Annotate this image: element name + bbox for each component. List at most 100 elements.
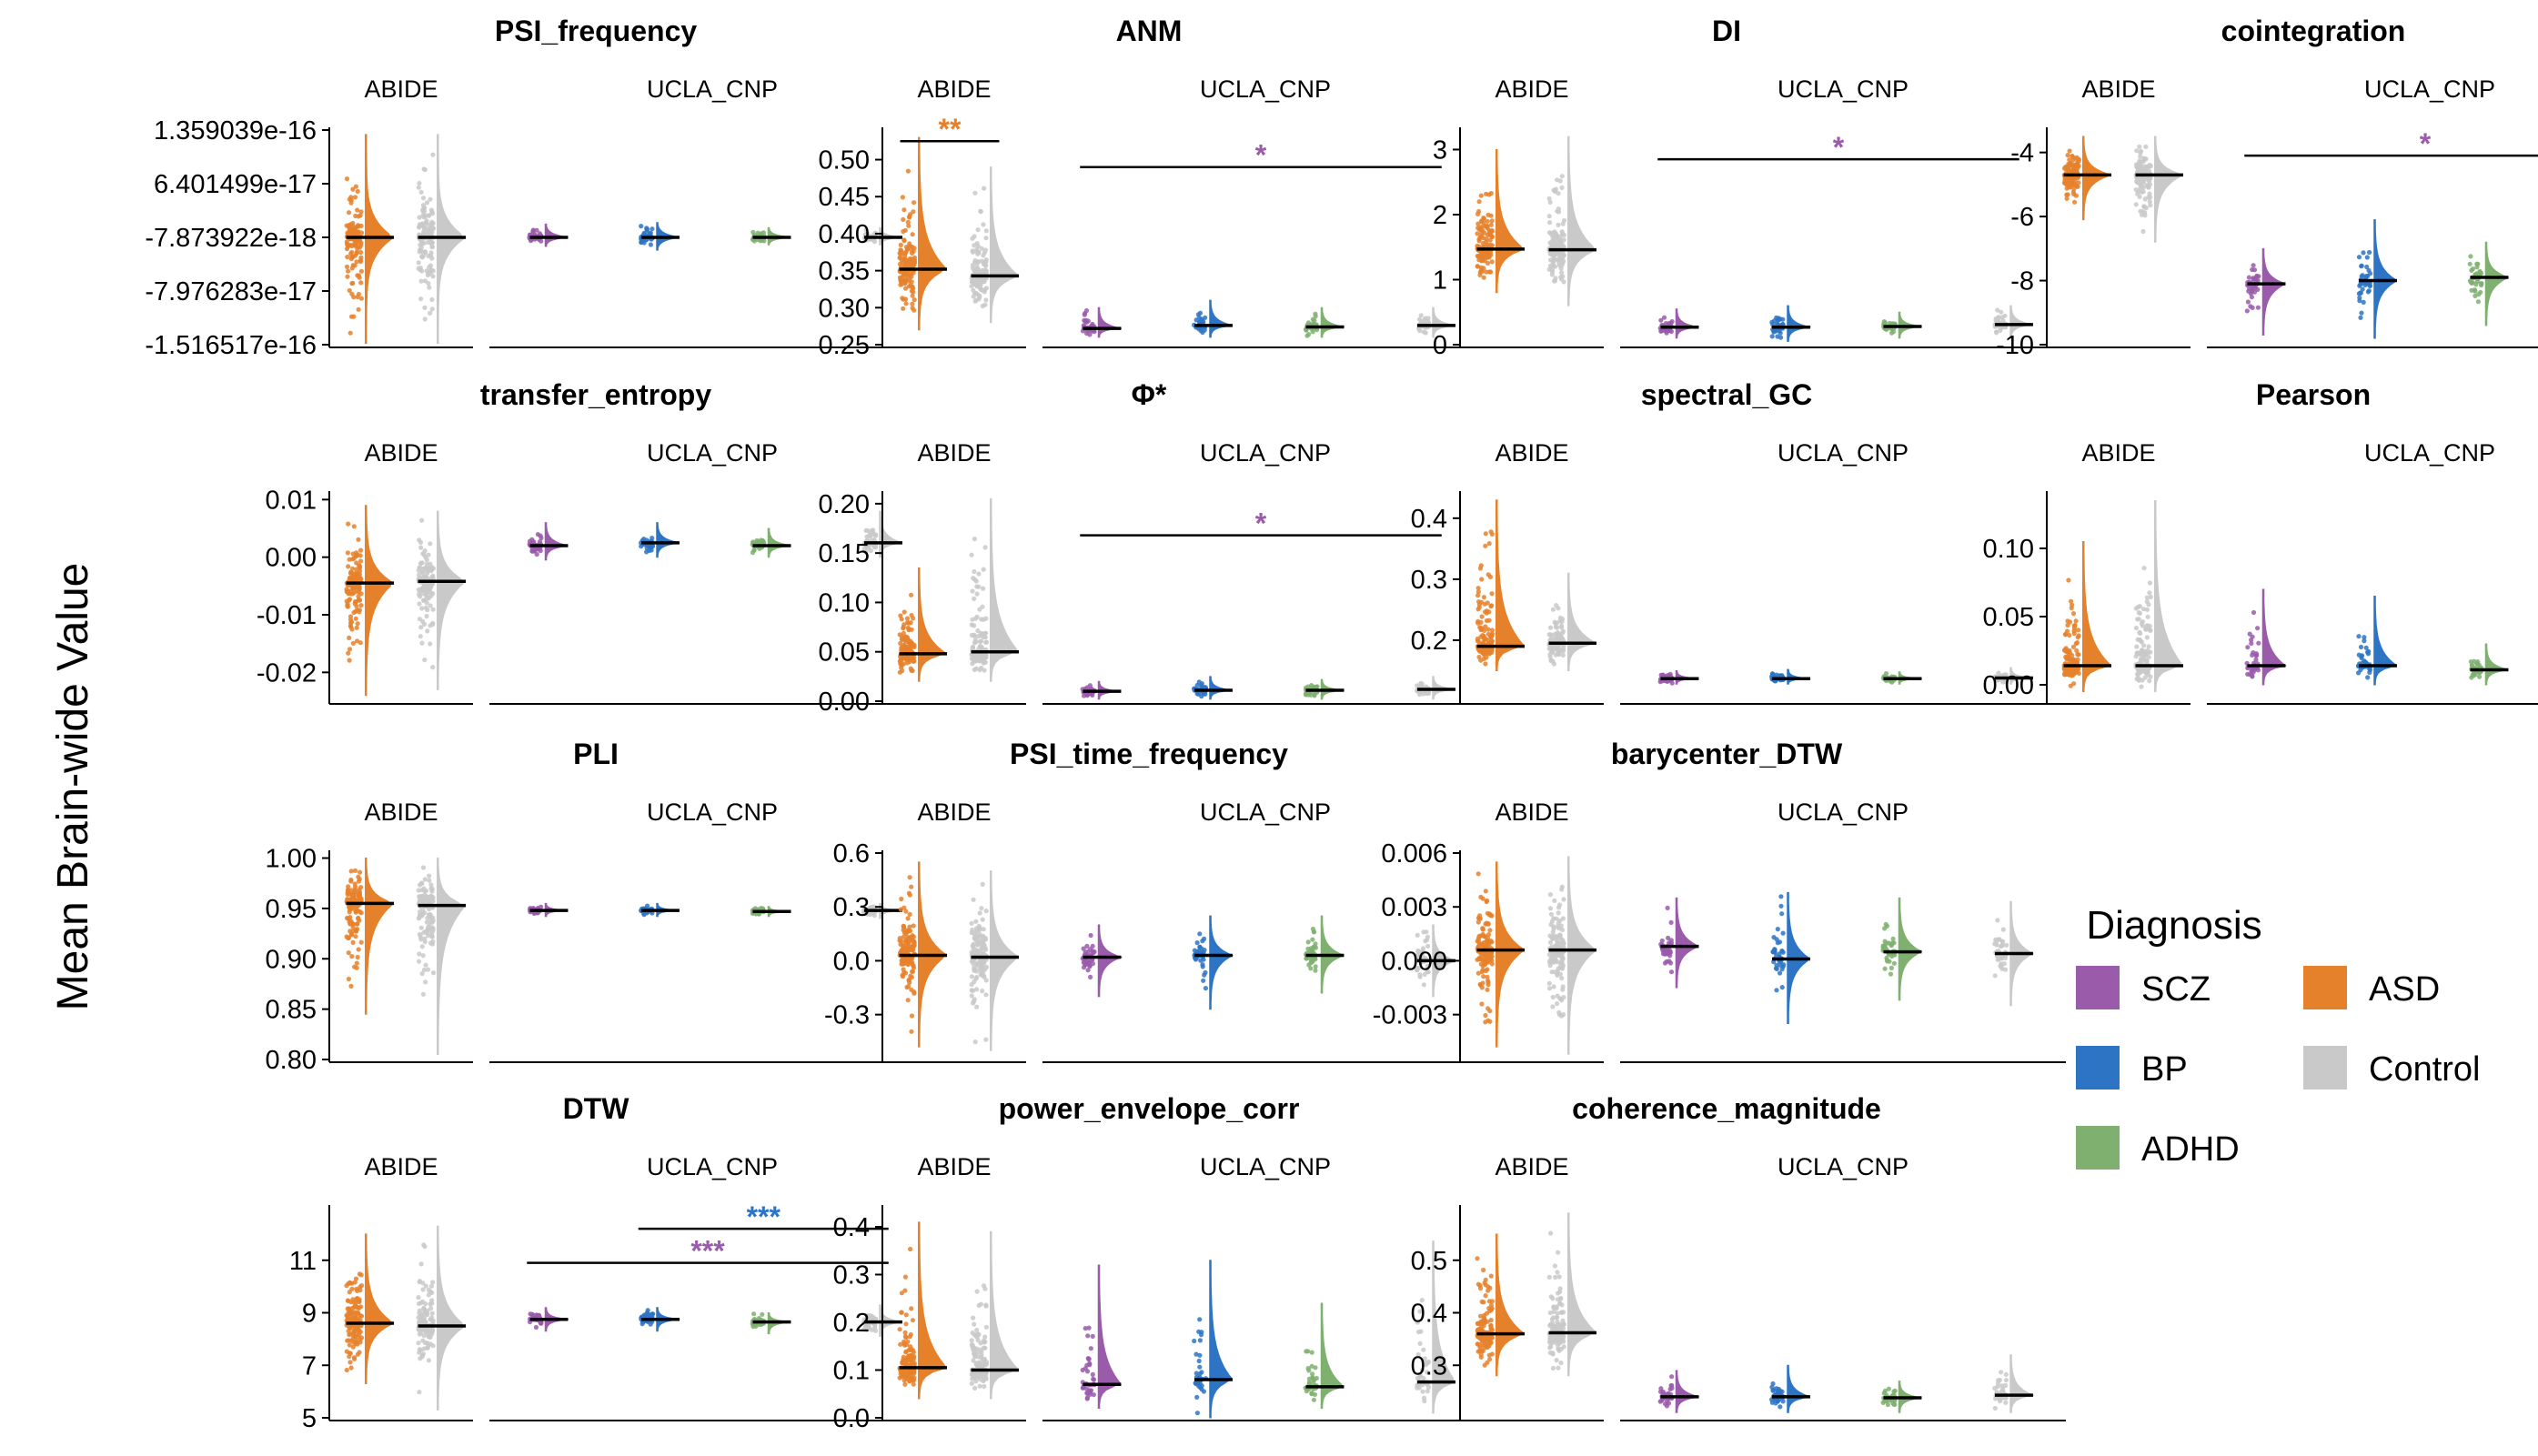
data-point — [1555, 177, 1559, 182]
data-point — [901, 967, 906, 971]
data-point — [2147, 590, 2151, 595]
y-tick-label: 1.00 — [266, 845, 317, 874]
data-point — [906, 220, 911, 225]
data-point — [975, 943, 980, 948]
data-point — [900, 276, 904, 280]
data-point — [982, 269, 986, 274]
data-point — [346, 522, 350, 527]
data-point — [975, 241, 980, 246]
data-point — [346, 884, 350, 889]
data-point — [973, 1039, 978, 1044]
data-point — [1481, 974, 1486, 979]
data-point — [906, 984, 911, 989]
data-point — [347, 921, 352, 926]
data-point — [1488, 956, 1493, 960]
data-point — [348, 201, 353, 206]
data-point — [347, 977, 351, 981]
data-point — [430, 245, 435, 249]
data-point — [901, 217, 905, 222]
data-point — [418, 540, 423, 545]
data-point — [2148, 580, 2152, 585]
data-point — [349, 869, 354, 873]
data-point — [1561, 995, 1566, 999]
data-point — [2473, 672, 2478, 677]
panel-title: transfer_entropy — [480, 378, 712, 411]
data-point — [429, 207, 434, 212]
data-point — [1424, 330, 1428, 335]
data-point — [1476, 937, 1481, 941]
data-point — [1547, 632, 1552, 637]
data-point — [431, 970, 436, 975]
data-point — [349, 255, 354, 259]
data-point — [355, 908, 359, 912]
y-tick-label: 0.95 — [266, 895, 317, 924]
data-point — [900, 973, 904, 978]
data-point — [1558, 234, 1563, 238]
data-point — [974, 615, 979, 619]
data-point — [349, 244, 354, 248]
data-point — [419, 926, 424, 930]
data-point — [1424, 929, 1428, 934]
data-point — [1771, 329, 1776, 334]
y-tick-label: -8 — [2010, 267, 2034, 296]
data-point — [2064, 165, 2069, 169]
data-point — [983, 617, 988, 621]
data-point — [428, 641, 432, 646]
data-point — [1313, 312, 1317, 316]
data-point — [1476, 599, 1481, 604]
data-point — [1417, 317, 1422, 322]
data-point — [1555, 209, 1559, 214]
data-point — [2068, 148, 2072, 153]
data-point — [1560, 174, 1565, 178]
y-tick-label: 0.05 — [819, 638, 870, 668]
violin-abide-asd — [2083, 542, 2111, 692]
data-point — [972, 937, 977, 941]
data-point — [419, 641, 424, 646]
data-point — [1490, 259, 1495, 264]
data-point — [2478, 270, 2483, 275]
data-point — [1555, 1001, 1559, 1006]
data-point — [427, 286, 431, 290]
data-point — [1490, 218, 1495, 223]
data-point — [903, 250, 908, 255]
data-point — [421, 254, 426, 258]
violin-abide-asd — [2083, 136, 2109, 220]
data-point — [2140, 624, 2145, 628]
data-point — [1488, 233, 1493, 237]
data-point — [1313, 941, 1317, 946]
data-point — [347, 936, 351, 940]
data-point — [345, 176, 349, 181]
violin-abide-asd — [1496, 149, 1523, 292]
data-point — [974, 578, 979, 583]
data-point — [911, 262, 916, 266]
data-point — [2252, 668, 2257, 672]
data-point — [1310, 938, 1314, 942]
y-tick-label: 0.35 — [819, 257, 870, 286]
data-point — [1548, 655, 1553, 659]
data-point — [2072, 200, 2077, 205]
data-point — [1548, 906, 1553, 910]
data-point — [1483, 1013, 1487, 1018]
data-point — [2250, 289, 2254, 294]
violin-abide-control — [991, 498, 1017, 681]
data-point — [423, 877, 428, 881]
violin-abide-control — [438, 511, 465, 689]
data-point — [356, 537, 360, 542]
data-point — [1561, 244, 1566, 248]
data-point — [348, 614, 353, 618]
strip-label-ucla: UCLA_CNP — [1200, 439, 1331, 467]
data-point — [2143, 669, 2148, 674]
data-point — [970, 622, 974, 627]
data-point — [429, 932, 434, 937]
data-point — [2476, 299, 2481, 304]
data-point — [971, 250, 975, 255]
data-point — [417, 260, 421, 265]
data-point — [428, 541, 432, 546]
y-tick-label: 0.90 — [266, 945, 317, 974]
data-point — [2140, 166, 2145, 171]
data-point — [417, 181, 421, 186]
data-point — [1415, 933, 1420, 938]
